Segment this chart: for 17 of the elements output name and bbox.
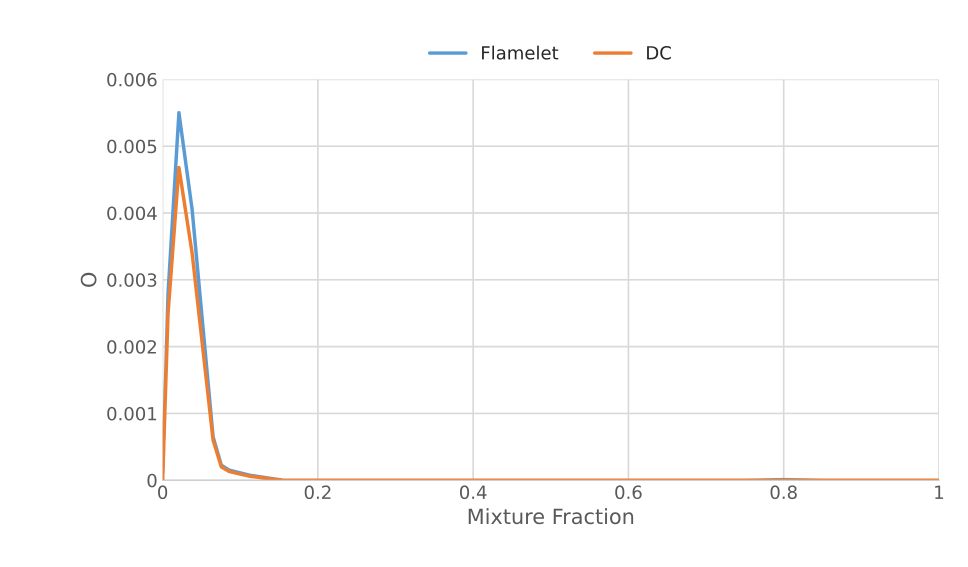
x-tick-label: 0.8 <box>770 485 797 500</box>
y-tick-label: 0.006 <box>107 72 157 86</box>
x-tick-label: 0 <box>158 485 168 500</box>
legend-label: Flamelet <box>482 46 558 60</box>
y-tick-label: 0.003 <box>107 273 156 287</box>
y-tick-label: 0.001 <box>107 406 156 421</box>
y-tick-label: 0.005 <box>107 140 156 154</box>
y-tick-label: 0.002 <box>107 340 156 354</box>
x-tick-label: 0.4 <box>460 485 487 500</box>
legend-label: DC <box>647 46 671 60</box>
x-axis-title: Mixture Fraction <box>468 508 634 524</box>
x-tick-label: 1 <box>935 486 944 499</box>
y-tick-label: 0.004 <box>107 206 157 220</box>
x-tick-label: 0.2 <box>304 485 330 500</box>
y-axis-title: O <box>80 272 96 287</box>
y-tick-label: 0 <box>147 474 157 488</box>
x-tick-label: 0.6 <box>615 485 642 500</box>
